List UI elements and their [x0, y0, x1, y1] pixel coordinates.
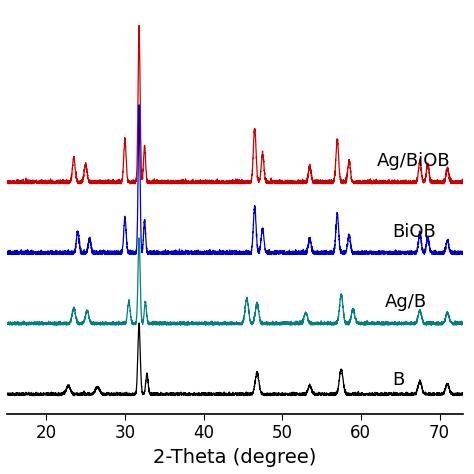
X-axis label: 2-Theta (degree): 2-Theta (degree) [153, 448, 317, 467]
Text: BiOB: BiOB [392, 223, 436, 241]
Text: B: B [392, 371, 405, 389]
Text: Ag/B: Ag/B [384, 293, 427, 311]
Text: Ag/BiOB: Ag/BiOB [376, 152, 450, 170]
